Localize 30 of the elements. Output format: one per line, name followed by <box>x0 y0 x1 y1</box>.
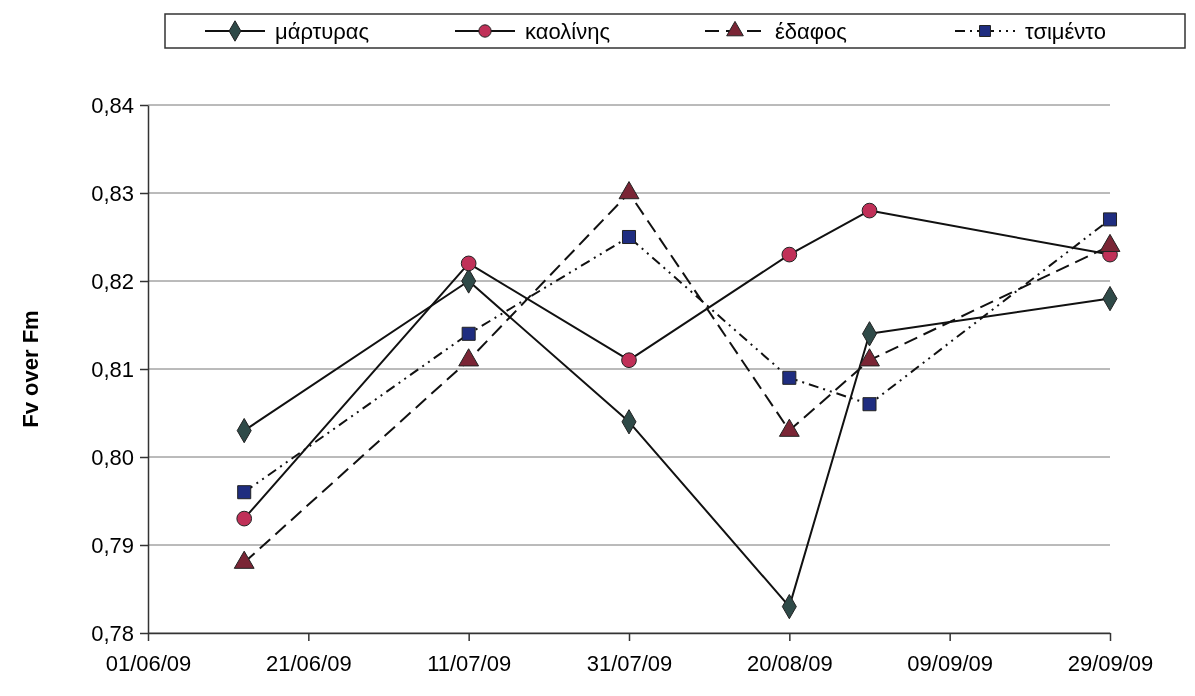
point <box>782 370 797 385</box>
y-tick-label: 0,78 <box>91 620 134 646</box>
point <box>621 229 637 245</box>
point <box>237 485 252 500</box>
y-tick-label: 0,82 <box>91 268 134 294</box>
y-tick-label: 0,80 <box>91 444 134 470</box>
x-tick-label: 11/07/09 <box>427 650 512 676</box>
point <box>781 246 798 263</box>
point <box>1102 212 1118 227</box>
point <box>861 202 878 219</box>
legend-label: τσιμέντο <box>1025 19 1106 44</box>
legend-label: μάρτυρας <box>275 19 370 44</box>
y-tick-label: 0,83 <box>91 180 134 206</box>
x-tick-label: 29/09/09 <box>1067 650 1154 676</box>
point <box>236 510 253 527</box>
point <box>621 352 637 369</box>
point <box>862 397 877 412</box>
x-tick-label: 01/06/09 <box>105 650 192 676</box>
legend-label: έδαφος <box>775 19 847 44</box>
y-axis-title: Fv over Fm <box>18 310 43 428</box>
point <box>460 255 477 272</box>
x-tick-label: 09/09/09 <box>907 650 993 676</box>
y-tick-label: 0,81 <box>91 356 134 382</box>
point <box>461 326 476 341</box>
x-tick-label: 21/06/09 <box>266 650 352 676</box>
x-tick-label: 31/07/09 <box>586 650 673 676</box>
x-tick-label: 20/08/09 <box>747 650 833 676</box>
y-tick-label: 0,84 <box>91 92 134 118</box>
y-tick-label: 0,79 <box>91 532 134 558</box>
legend-label: καολίνης <box>525 19 610 44</box>
